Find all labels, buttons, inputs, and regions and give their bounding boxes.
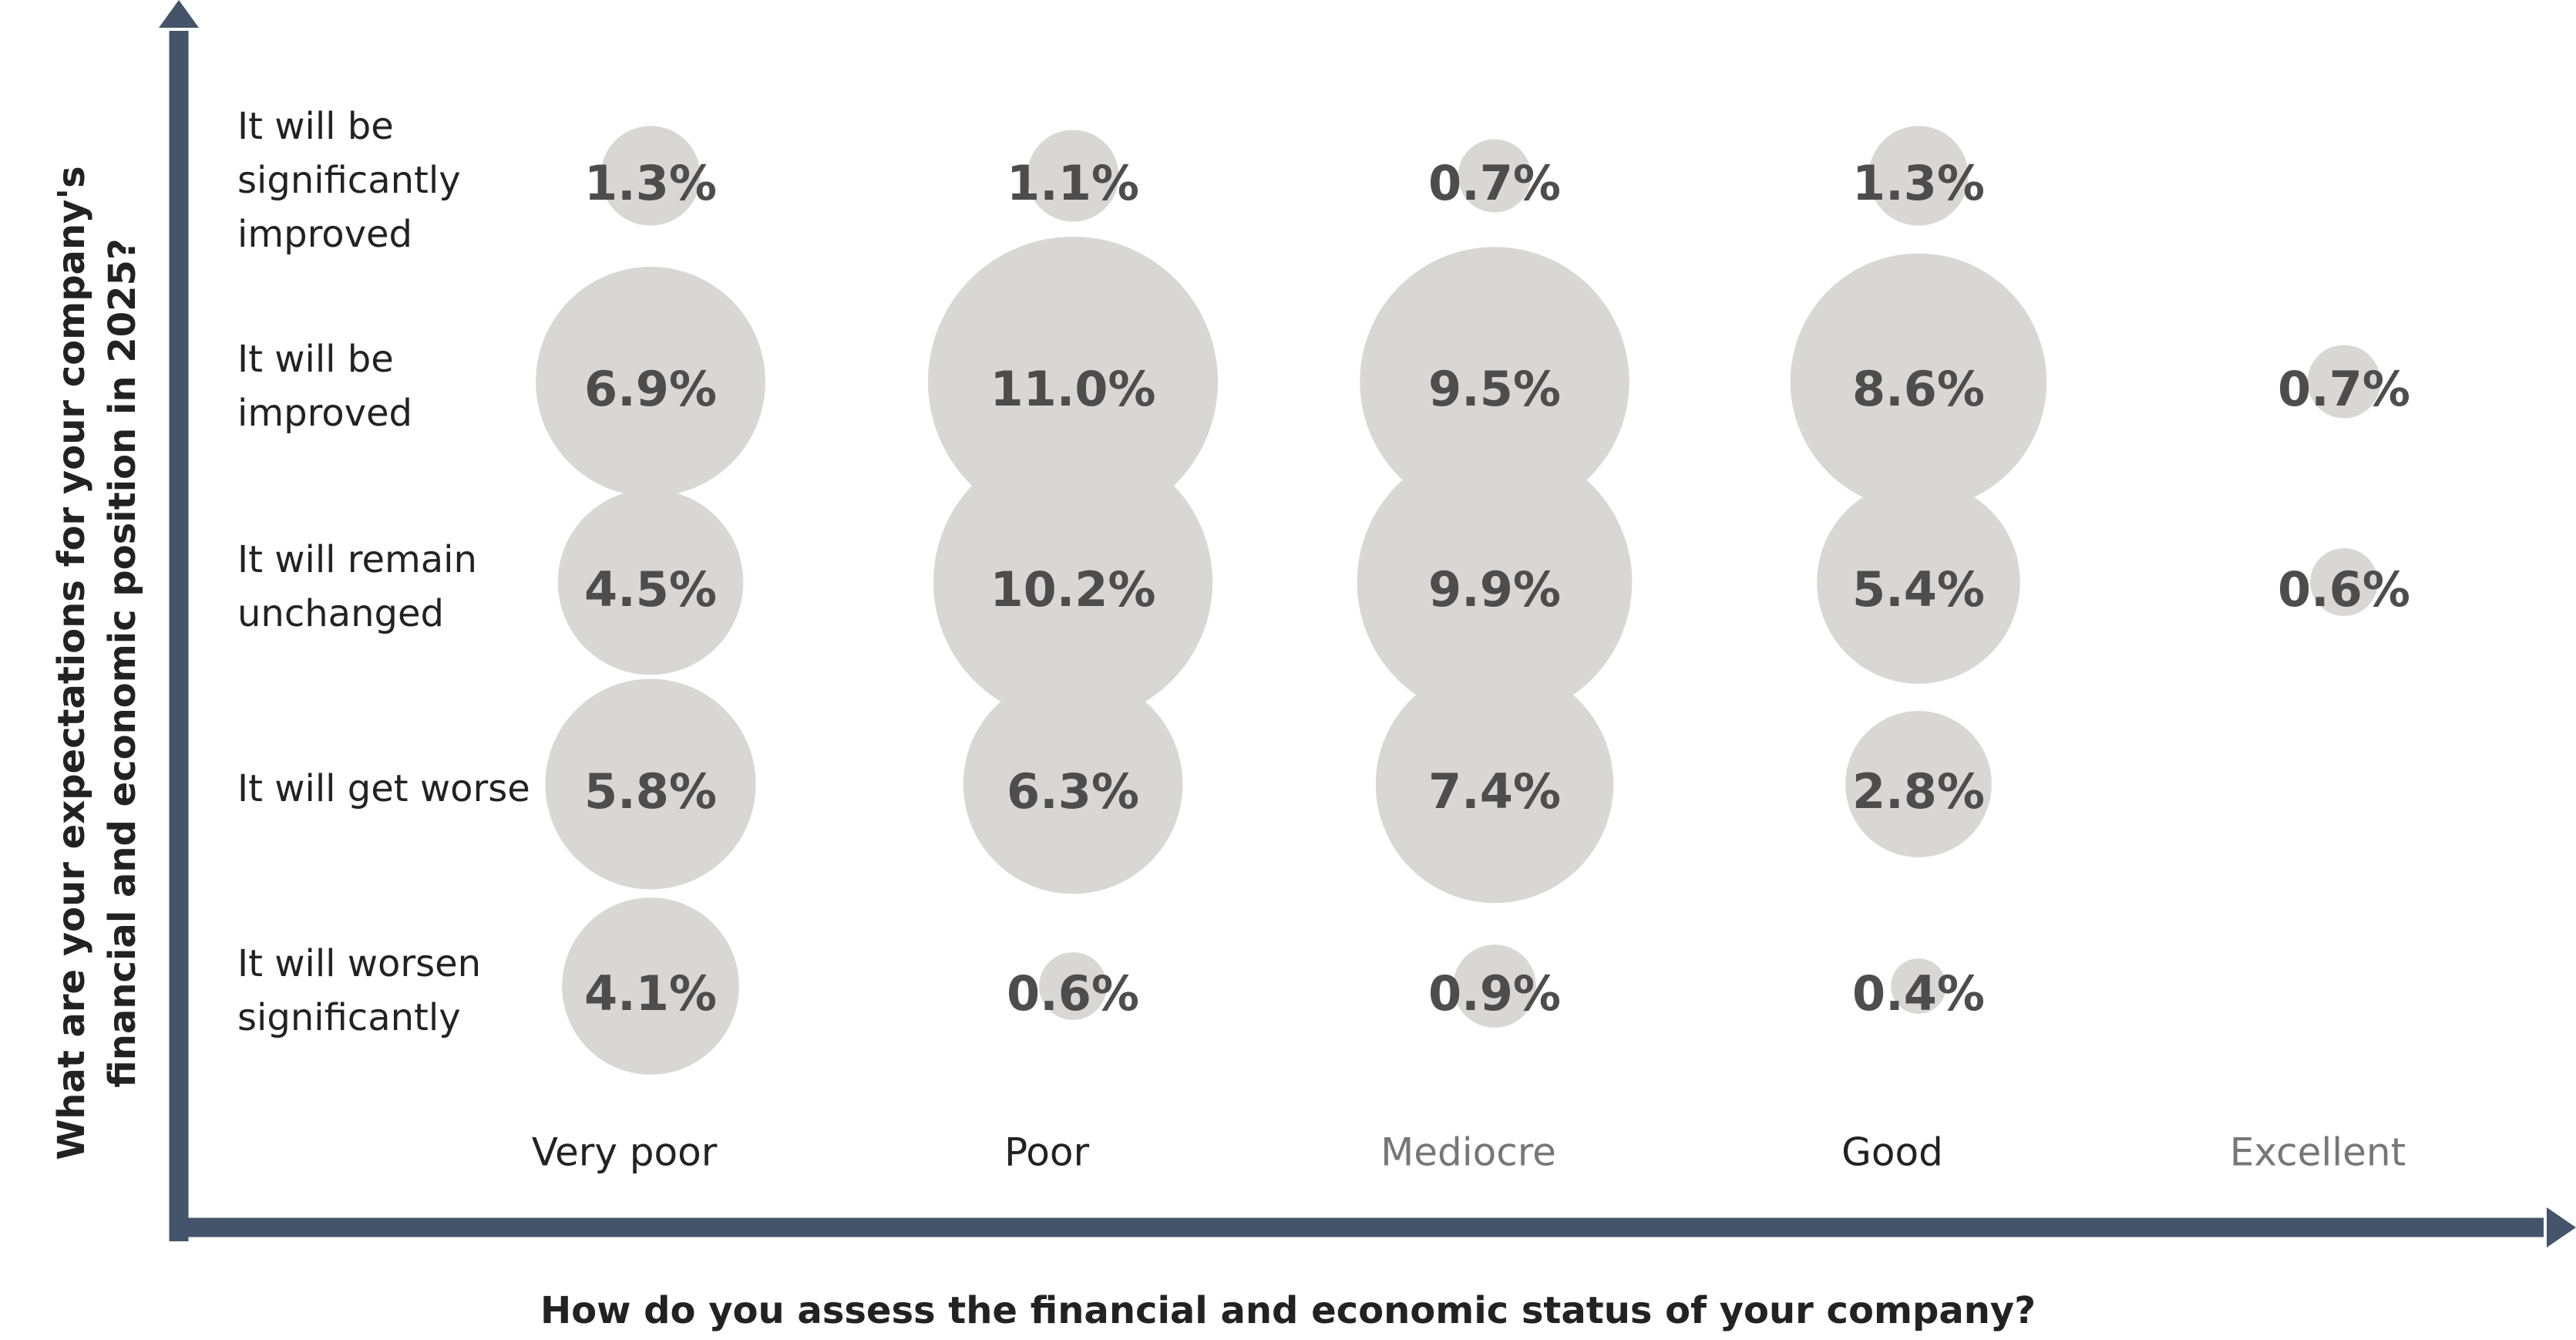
row-label: It will be improved [237, 338, 413, 435]
bubble [2310, 548, 2378, 616]
row-label: It will be significantly improved [237, 105, 461, 256]
y-axis-title: What are your expectations for your comp… [50, 166, 144, 1160]
value-label: 7.4% [1428, 763, 1561, 820]
value-label: 0.9% [1428, 965, 1561, 1022]
x-axis-title: How do you assess the financial and econ… [540, 1289, 2036, 1332]
value-label: 1.3% [584, 155, 717, 211]
bubble [1891, 958, 1946, 1014]
value-label: 0.7% [1428, 155, 1561, 211]
bubble [963, 674, 1183, 894]
row-label: It will get worse [237, 767, 530, 810]
x-tick-label: Poor [1004, 1130, 1090, 1175]
bubble [545, 678, 756, 890]
value-label: 0.6% [1007, 965, 1139, 1022]
bubble [927, 236, 1219, 527]
bubble [1357, 444, 1633, 720]
bubble [1027, 130, 1119, 222]
value-label: 0.6% [2278, 561, 2410, 618]
value-label: 5.8% [584, 763, 717, 820]
row-label: It will remain unchanged [237, 538, 477, 635]
value-label: 9.9% [1428, 561, 1561, 618]
row-label: It will worsen significantly [237, 942, 482, 1039]
bubble [1845, 711, 1992, 857]
bubble [1817, 480, 2020, 684]
bubble [1790, 253, 2047, 510]
x-tick-label: Mediocre [1380, 1130, 1556, 1175]
bubble [2307, 345, 2381, 419]
value-label: 5.4% [1852, 561, 1985, 618]
value-label: 1.1% [1007, 155, 1139, 211]
bubble [933, 442, 1213, 722]
bubble [562, 897, 739, 1075]
value-label: 6.3% [1007, 763, 1139, 820]
bubble [1458, 139, 1532, 213]
value-label: 4.5% [584, 561, 717, 618]
value-label: 11.0% [990, 361, 1155, 417]
bubble [536, 267, 765, 497]
value-label: 8.6% [1852, 361, 1985, 417]
bubble [557, 489, 744, 675]
value-label: 0.4% [1852, 965, 1985, 1022]
y-axis-arrow [159, 0, 199, 28]
value-label: 0.7% [2278, 361, 2410, 417]
value-label: 6.9% [584, 361, 717, 417]
x-tick-label: Good [1841, 1130, 1943, 1175]
value-label: 9.5% [1428, 361, 1561, 417]
bubble [1375, 665, 1614, 904]
bubble [1868, 126, 1969, 226]
x-axis-arrow [2547, 1207, 2576, 1247]
x-tick-label: Excellent [2230, 1130, 2406, 1175]
value-label: 1.3% [1852, 155, 1985, 211]
value-label: 10.2% [990, 561, 1155, 618]
bubble [600, 126, 701, 226]
x-tick-label: Very poor [532, 1130, 718, 1175]
bubble [1039, 952, 1107, 1020]
value-label: 2.8% [1852, 763, 1985, 820]
value-label: 4.1% [584, 965, 717, 1022]
bubble [1360, 247, 1629, 517]
bubble [1453, 944, 1536, 1028]
